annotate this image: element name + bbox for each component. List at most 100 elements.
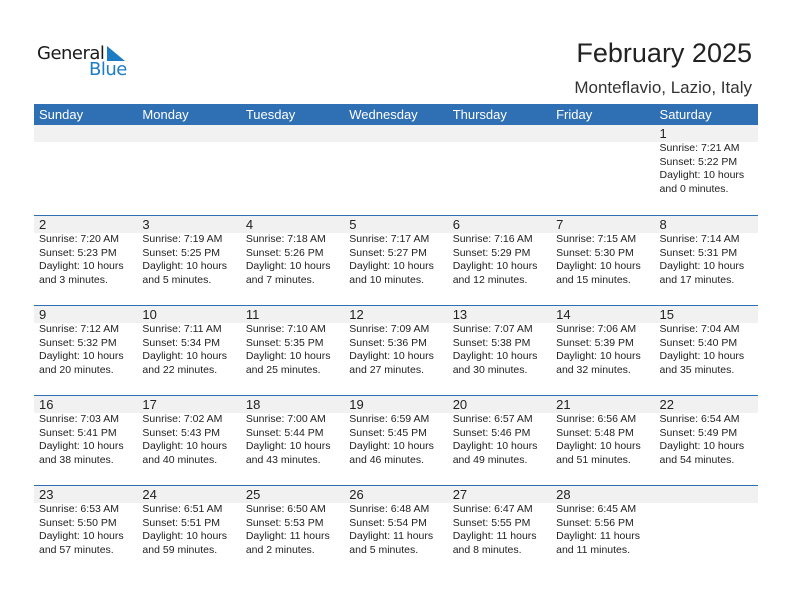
sunset: Sunset: 5:40 PM: [659, 336, 738, 349]
sunset: Sunset: 5:43 PM: [142, 426, 221, 439]
day-cell: 26 Sunrise: 6:48 AM Sunset: 5:54 PM Dayligh…: [344, 486, 447, 557]
sunset: Sunset: 5:45 PM: [349, 426, 427, 439]
day-cell: 20 Sunrise: 6:57 AM Sunset: 5:46 PM Dayligh…: [448, 396, 551, 467]
day-cell: 2 Sunrise: 7:20 AM Sunset: 5:23 PM Daylight…: [34, 216, 137, 287]
day-number: 14: [556, 307, 571, 322]
sunset: Sunset: 5:51 PM: [142, 516, 221, 529]
sunset: Sunset: 5:36 PM: [349, 336, 427, 349]
daylight-hours: Daylight: 10 hours: [39, 350, 124, 362]
weekday-tuesday: Tuesday: [245, 107, 296, 122]
sunrise: Sunrise: 6:53 AM: [39, 503, 119, 515]
sunrise: Sunrise: 7:19 AM: [142, 233, 223, 245]
day-number-band: [34, 486, 758, 503]
daylight-minutes: and 57 minutes.: [39, 543, 114, 556]
week-row: 23 Sunrise: 6:53 AM Sunset: 5:50 PM Dayligh…: [34, 485, 758, 575]
day-number: 8: [659, 217, 667, 232]
daylight-hours: Daylight: 10 hours: [142, 260, 228, 272]
day-number: 9: [39, 307, 47, 322]
logo-triangle-icon: [107, 46, 125, 61]
daylight-hours: Daylight: 11 hours: [556, 530, 640, 542]
week-row: 16 Sunrise: 7:03 AM Sunset: 5:41 PM Dayligh…: [34, 395, 758, 485]
day-cell: [655, 486, 758, 557]
day-cell: 3 Sunrise: 7:19 AM Sunset: 5:25 PM Daylight…: [137, 216, 240, 287]
sunrise: Sunrise: 7:10 AM: [245, 323, 326, 335]
day-number: 12: [349, 307, 364, 322]
day-cell: [137, 125, 240, 196]
day-cell: 28 Sunrise: 6:45 AM Sunset: 5:56 PM Dayligh…: [551, 486, 654, 557]
logo-text-blue: Blue: [89, 59, 127, 80]
sunset: Sunset: 5:34 PM: [142, 336, 221, 349]
day-number: 4: [245, 217, 254, 232]
day-cell: 23 Sunrise: 6:53 AM Sunset: 5:50 PM Dayligh…: [34, 486, 137, 557]
sunset: Sunset: 5:30 PM: [556, 246, 634, 259]
day-cell: 5 Sunrise: 7:17 AM Sunset: 5:27 PM Daylight…: [344, 216, 447, 287]
day-number: 3: [142, 217, 150, 232]
sunset: Sunset: 5:23 PM: [39, 246, 117, 259]
sunrise: Sunrise: 6:47 AM: [452, 503, 533, 515]
daylight-minutes: and 17 minutes.: [659, 273, 735, 286]
weekday-monday: Monday: [142, 107, 189, 122]
daylight-minutes: and 20 minutes.: [39, 363, 114, 376]
sunrise: Sunrise: 7:18 AM: [245, 233, 326, 245]
sunset: Sunset: 5:56 PM: [556, 516, 634, 529]
day-number: 6: [452, 217, 460, 232]
sunrise: Sunrise: 6:45 AM: [556, 503, 637, 515]
sunset: Sunset: 5:25 PM: [142, 246, 221, 259]
day-cell: 14 Sunrise: 7:06 AM Sunset: 5:39 PM Dayligh…: [551, 306, 654, 377]
week-row: 2 Sunrise: 7:20 AM Sunset: 5:23 PM Daylight…: [34, 215, 758, 305]
day-number: 27: [452, 487, 468, 502]
daylight-hours: Daylight: 10 hours: [39, 530, 124, 542]
daylight-hours: Daylight: 10 hours: [142, 350, 228, 362]
weekday-sunday: Sunday: [39, 107, 84, 122]
day-cell: 27 Sunrise: 6:47 AM Sunset: 5:55 PM Dayligh…: [448, 486, 551, 557]
day-number-band: [34, 216, 758, 233]
sunrise: Sunrise: 6:51 AM: [142, 503, 223, 515]
day-number: 10: [142, 307, 157, 322]
sunset: Sunset: 5:48 PM: [556, 426, 634, 439]
day-number: 20: [452, 397, 468, 412]
daylight-hours: Daylight: 10 hours: [142, 530, 228, 542]
day-number: 23: [39, 487, 54, 502]
daylight-minutes: and 8 minutes.: [452, 543, 522, 556]
sunset: Sunset: 5:46 PM: [452, 426, 531, 439]
day-cell: 16 Sunrise: 7:03 AM Sunset: 5:41 PM Dayligh…: [34, 396, 137, 467]
day-cell: 18 Sunrise: 7:00 AM Sunset: 5:44 PM Dayligh…: [241, 396, 344, 467]
day-number: 11: [245, 307, 260, 322]
sunrise: Sunrise: 7:07 AM: [452, 323, 533, 335]
sunrise: Sunrise: 7:11 AM: [142, 323, 222, 335]
daylight-hours: Daylight: 10 hours: [659, 260, 745, 272]
daylight-minutes: and 27 minutes.: [349, 363, 424, 376]
day-cell: 13 Sunrise: 7:07 AM Sunset: 5:38 PM Dayligh…: [448, 306, 551, 377]
day-number: 17: [142, 397, 157, 412]
sunset: Sunset: 5:38 PM: [452, 336, 531, 349]
daylight-hours: Daylight: 10 hours: [556, 350, 641, 362]
daylight-minutes: and 22 minutes.: [142, 363, 218, 376]
sunrise: Sunrise: 6:54 AM: [659, 413, 740, 425]
sunset: Sunset: 5:50 PM: [39, 516, 117, 529]
day-cell: 6 Sunrise: 7:16 AM Sunset: 5:29 PM Daylight…: [448, 216, 551, 287]
sunrise: Sunrise: 7:12 AM: [39, 323, 119, 335]
daylight-minutes: and 7 minutes.: [245, 273, 315, 286]
daylight-minutes: and 35 minutes.: [659, 363, 735, 376]
daylight-minutes: and 49 minutes.: [452, 453, 528, 466]
sunrise: Sunrise: 7:20 AM: [39, 233, 119, 245]
daylight-minutes: and 25 minutes.: [245, 363, 321, 376]
daylight-hours: Daylight: 10 hours: [39, 260, 124, 272]
week-row: 9 Sunrise: 7:12 AM Sunset: 5:32 PM Daylight…: [34, 305, 758, 395]
day-number-band: [34, 125, 758, 142]
day-cell: [551, 125, 654, 196]
daylight-minutes: and 43 minutes.: [245, 453, 321, 466]
day-number: 15: [659, 307, 674, 322]
day-cell: [448, 125, 551, 196]
day-number: 19: [349, 397, 364, 412]
day-cell: 19 Sunrise: 6:59 AM Sunset: 5:45 PM Dayligh…: [344, 396, 447, 467]
daylight-hours: Daylight: 10 hours: [245, 260, 331, 272]
daylight-minutes: and 51 minutes.: [556, 453, 631, 466]
sunrise: Sunrise: 7:16 AM: [452, 233, 533, 245]
weekday-friday: Friday: [556, 107, 593, 122]
day-cell: 25 Sunrise: 6:50 AM Sunset: 5:53 PM Dayligh…: [241, 486, 344, 557]
day-cell: 15 Sunrise: 7:04 AM Sunset: 5:40 PM Dayligh…: [655, 306, 758, 377]
day-number: 25: [245, 487, 261, 502]
daylight-minutes: and 38 minutes.: [39, 453, 114, 466]
day-number: 24: [142, 487, 157, 502]
